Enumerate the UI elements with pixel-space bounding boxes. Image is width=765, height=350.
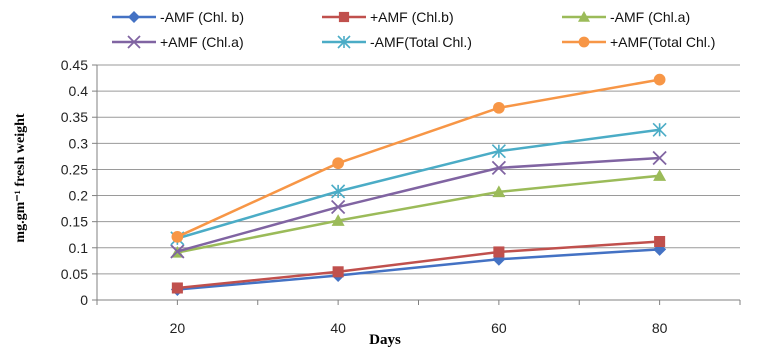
legend-item: -AMF (Chl.a) [562, 9, 690, 25]
data-point [652, 122, 667, 137]
y-tick-label: 0.1 [69, 240, 89, 256]
legend-item: +AMF (Chl.b) [322, 9, 454, 25]
data-point [170, 244, 185, 259]
series-line-4 [177, 156, 660, 253]
axes: 0 0.05 0.1 0.15 0.2 0.25 0.3 0.35 0.4 0.45 20 40 60 8… [61, 57, 741, 336]
x-tick-label: 80 [652, 320, 668, 336]
legend-label: -AMF (Chl. b) [160, 9, 244, 25]
data-point [330, 199, 346, 215]
legend-marker [128, 11, 140, 23]
data-point [492, 185, 506, 198]
y-tick-label: 0.05 [61, 266, 88, 282]
legend-item: +AMF (Chl.a) [112, 34, 244, 50]
data-point [493, 101, 505, 114]
data-point [332, 266, 344, 278]
series-line-2 [177, 240, 660, 290]
x-tick-label: 40 [330, 320, 346, 336]
marker-stroke [170, 244, 185, 259]
data-point [171, 282, 183, 294]
y-tick-label: 0.25 [61, 161, 88, 177]
legend-label: -AMF(Total Chl.) [370, 34, 472, 50]
series-lines [170, 73, 667, 297]
legend-item: -AMF (Chl. b) [112, 9, 244, 25]
y-tick-label: 0.3 [69, 135, 89, 151]
marker-stroke [491, 160, 507, 176]
x-tick-label: 60 [491, 320, 507, 336]
legend-marker [337, 35, 351, 49]
data-point [491, 144, 506, 159]
data-point [652, 150, 667, 166]
y-tick-label: 0.45 [61, 57, 88, 73]
legend-label: +AMF(Total Chl.) [610, 34, 715, 50]
series-line-5 [177, 128, 660, 240]
legend-label: -AMF (Chl.a) [610, 9, 690, 25]
y-tick-label: 0.4 [69, 83, 89, 99]
y-tick-label: 0.2 [69, 188, 89, 204]
legend-marker [578, 36, 590, 48]
legend-marker [578, 11, 590, 22]
marker-stroke [330, 199, 346, 215]
data-point [653, 73, 666, 86]
series-line-1 [177, 248, 660, 291]
y-tick-label: 0.15 [61, 214, 88, 230]
y-tick-label: 0 [80, 292, 88, 308]
series-line-3 [177, 174, 660, 254]
series-line-6 [176, 78, 660, 238]
data-point [493, 246, 505, 258]
data-point [331, 214, 345, 226]
x-axis-title: Days [369, 332, 401, 348]
legend-item: -AMF(Total Chl.) [322, 34, 472, 50]
legend-item: +AMF(Total Chl.) [562, 34, 715, 50]
data-point [653, 169, 667, 181]
data-point [491, 160, 507, 176]
y-axis-title: mg.gm⁻¹ fresh weight [13, 113, 28, 242]
legend-label: +AMF (Chl.a) [160, 34, 244, 50]
data-point [331, 184, 346, 199]
data-point [171, 230, 184, 243]
data-point [654, 235, 666, 248]
legend: -AMF (Chl. b) +AMF (Chl.b) -AMF (Chl.a) +AM… [112, 9, 715, 50]
legend-marker [338, 11, 350, 23]
marker-stroke [652, 150, 667, 166]
x-tick-label: 20 [170, 320, 186, 336]
legend-label: +AMF (Chl.b) [370, 9, 454, 25]
marker-stroke [127, 35, 141, 49]
legend-marker [127, 35, 141, 49]
data-point [332, 157, 344, 170]
y-tick-label: 0.35 [61, 109, 88, 125]
